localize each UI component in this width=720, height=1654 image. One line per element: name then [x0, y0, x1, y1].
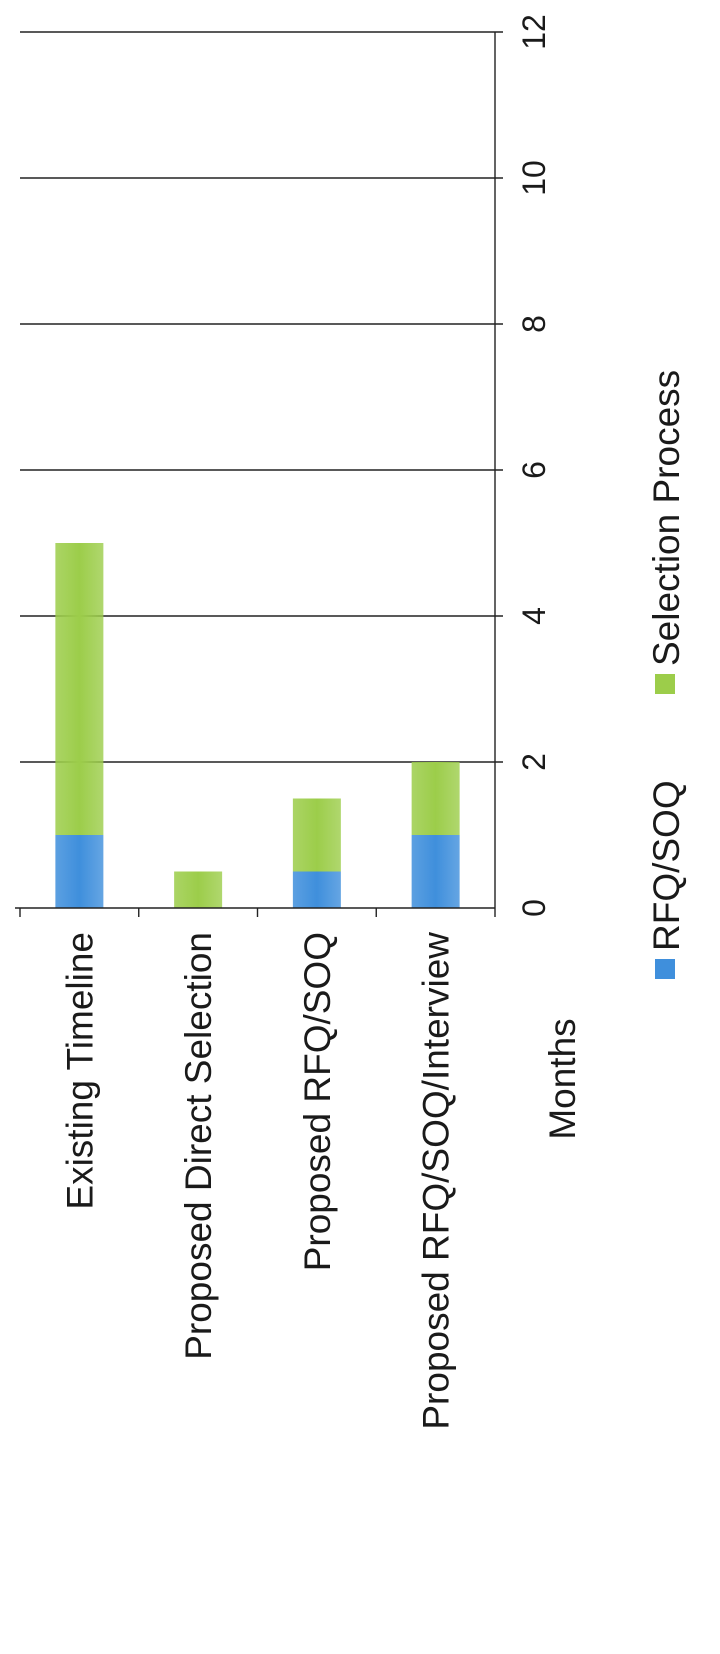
x-tick-label: 4	[516, 607, 552, 625]
x-axis-label: Months	[542, 1018, 583, 1139]
x-tick-label: 0	[516, 899, 552, 917]
legend-swatch	[655, 674, 675, 694]
axes	[15, 32, 496, 917]
bar-segment	[55, 543, 104, 835]
category-label: Proposed Direct Selection	[178, 932, 219, 1360]
bar-segment	[55, 835, 104, 908]
x-tick-label: 2	[516, 753, 552, 771]
legend-label: RFQ/SOQ	[646, 780, 687, 951]
legend-label: Selection Process	[646, 370, 687, 666]
bars	[55, 543, 460, 908]
category-label: Proposed RFQ/SOQ	[297, 932, 338, 1271]
bar-segment	[292, 871, 341, 908]
x-tick-label: 12	[516, 14, 552, 50]
legend-swatch	[655, 959, 675, 979]
bar-segment	[411, 835, 460, 908]
x-tick-label: 10	[516, 160, 552, 196]
bar-segment	[174, 871, 223, 908]
x-tick-label: 6	[516, 461, 552, 479]
category-labels: Existing Timeline Proposed Direct Selecti…	[59, 932, 456, 1430]
x-tick-labels: 0 2 4 6 8 10 12	[516, 14, 552, 917]
bar-segment	[411, 762, 460, 835]
x-tick-label: 8	[516, 315, 552, 333]
category-label: Proposed RFQ/SOQ/Interview	[416, 932, 457, 1430]
legend: RFQ/SOQ Selection Process	[646, 370, 687, 979]
bar-segment	[292, 798, 341, 872]
category-label: Existing Timeline	[59, 932, 100, 1210]
